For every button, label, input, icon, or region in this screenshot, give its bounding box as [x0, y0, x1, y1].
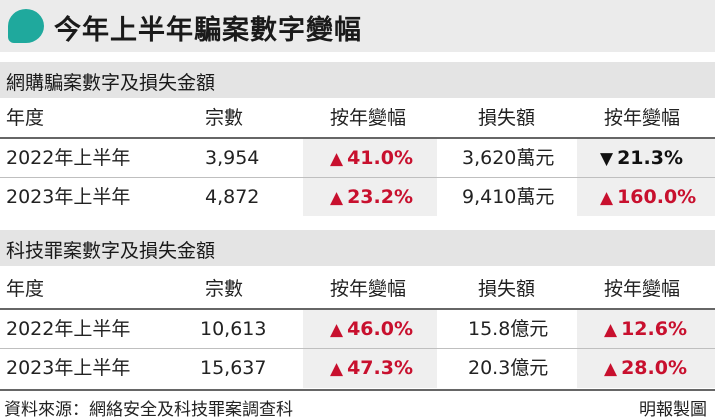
credit-note: 明報製圖 — [639, 400, 707, 418]
divider — [0, 137, 715, 139]
row-cases: 3,954 — [205, 147, 260, 169]
page-title: 今年上半年騙案數字變幅 — [54, 15, 362, 46]
row-loss-yoy: ▼ 21.3% — [600, 147, 683, 169]
divider — [0, 177, 715, 178]
table-row: 2023年上半年 15,637 ▲ 47.3% 20.3億元 ▲ 28.0% — [0, 349, 715, 387]
header-year: 年度 — [6, 278, 45, 300]
row-loss: 15.8億元 — [468, 318, 549, 340]
row-year: 2023年上半年 — [6, 357, 131, 379]
header-loss-yoy: 按年變幅 — [604, 278, 681, 300]
table-row: 2023年上半年 4,872 ▲ 23.2% 9,410萬元 ▲ 160.0% — [0, 178, 715, 216]
triangle-icon: ▼ — [600, 149, 614, 169]
section-title: 科技罪案數字及損失金額 — [6, 240, 216, 262]
header-year: 年度 — [6, 107, 45, 129]
section-header-online-shopping: 網購騙案數字及損失金額 — [0, 62, 715, 98]
section-header-technology-crime: 科技罪案數字及損失金額 — [0, 230, 715, 266]
row-year: 2023年上半年 — [6, 186, 131, 208]
triangle-icon: ▲ — [600, 188, 614, 208]
row-cases-yoy: ▲ 41.0% — [330, 147, 413, 169]
table-row: 2022年上半年 3,954 ▲ 41.0% 3,620萬元 ▼ 21.3% — [0, 139, 715, 177]
shade-column — [577, 310, 715, 388]
table-row: 2022年上半年 10,613 ▲ 46.0% 15.8億元 ▲ 12.6% — [0, 310, 715, 348]
section-title: 網購騙案數字及損失金額 — [6, 72, 216, 94]
triangle-icon: ▲ — [330, 149, 344, 169]
row-loss-yoy: ▲ 160.0% — [600, 186, 697, 208]
triangle-icon: ▲ — [330, 359, 344, 379]
speech-bubble-icon — [8, 9, 44, 43]
row-year: 2022年上半年 — [6, 147, 131, 169]
header-loss: 損失額 — [478, 278, 536, 300]
header-cases: 宗數 — [205, 107, 244, 129]
divider — [0, 308, 715, 310]
triangle-icon: ▲ — [330, 188, 344, 208]
row-cases-yoy: ▲ 23.2% — [330, 186, 413, 208]
triangle-icon: ▲ — [604, 320, 618, 340]
source-note: 資料來源：網絡安全及科技罪案調查科 — [4, 400, 293, 418]
triangle-icon: ▲ — [604, 359, 618, 379]
row-cases-yoy: ▲ 46.0% — [330, 318, 413, 340]
row-loss: 3,620萬元 — [462, 147, 555, 169]
row-loss: 20.3億元 — [468, 357, 549, 379]
divider — [0, 389, 715, 391]
triangle-icon: ▲ — [330, 320, 344, 340]
header-loss: 損失額 — [478, 107, 536, 129]
row-cases: 4,872 — [205, 186, 260, 208]
header-yoy: 按年變幅 — [330, 107, 407, 129]
row-loss-yoy: ▲ 12.6% — [604, 318, 687, 340]
row-cases: 10,613 — [200, 318, 267, 340]
row-cases: 15,637 — [200, 357, 267, 379]
title-bar: 今年上半年騙案數字變幅 — [0, 0, 715, 52]
shade-column — [303, 310, 437, 388]
row-cases-yoy: ▲ 47.3% — [330, 357, 413, 379]
divider — [0, 348, 715, 349]
table-header-row: 年度 宗數 按年變幅 損失額 按年變幅 — [0, 99, 715, 137]
header-loss-yoy: 按年變幅 — [604, 107, 681, 129]
row-loss-yoy: ▲ 28.0% — [604, 357, 687, 379]
table-header-row: 年度 宗數 按年變幅 損失額 按年變幅 — [0, 270, 715, 308]
header-cases: 宗數 — [205, 278, 244, 300]
row-loss: 9,410萬元 — [462, 186, 555, 208]
row-year: 2022年上半年 — [6, 318, 131, 340]
header-yoy: 按年變幅 — [330, 278, 407, 300]
